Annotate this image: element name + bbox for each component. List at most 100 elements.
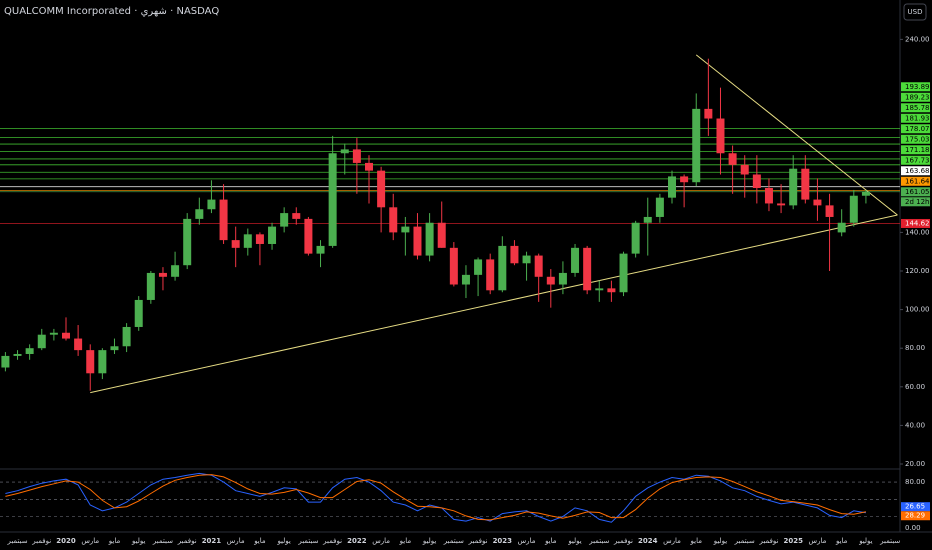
y-tick-label: 60.00 — [905, 383, 925, 391]
candle-body — [498, 245, 507, 291]
candle-body — [704, 108, 713, 119]
y-tick-label: 120.00 — [905, 267, 930, 275]
candle-body — [849, 195, 858, 223]
candle-body — [607, 288, 616, 293]
candle-body — [837, 222, 846, 233]
oscillator-value-label: 28.29 — [905, 512, 925, 520]
candle-body — [401, 226, 410, 233]
x-tick-label: سبتمبر — [152, 537, 173, 545]
candle-body — [789, 168, 798, 206]
x-tick-label: 2024 — [638, 537, 658, 545]
x-tick-label: مايو — [544, 537, 557, 545]
x-tick-label: سبتمبر — [6, 537, 27, 545]
x-tick-label: مارس — [81, 537, 99, 545]
candle-body — [134, 299, 143, 327]
candle-body — [340, 149, 349, 154]
candle-body — [122, 326, 131, 347]
candle-body — [752, 174, 761, 189]
candle-body — [98, 350, 107, 374]
candle-body — [655, 197, 664, 217]
candle-body — [292, 213, 301, 219]
level-label: 144.62 — [905, 219, 930, 227]
level-label: 185.78 — [905, 104, 930, 112]
candle-body — [474, 259, 483, 275]
level-label-box — [901, 145, 930, 155]
candle-body — [304, 218, 313, 254]
candle-body — [86, 350, 95, 374]
candle-body — [219, 199, 228, 241]
candle-body — [62, 332, 70, 339]
candle-body — [328, 153, 337, 246]
currency[interactable]: USD — [908, 8, 923, 16]
candle-body — [668, 176, 676, 198]
x-tick-label: مارس — [372, 537, 390, 545]
level-label-box — [901, 187, 930, 197]
x-tick-label: مارس — [663, 537, 681, 545]
candle-body — [158, 272, 167, 277]
candle-body — [146, 272, 155, 300]
level-label-box — [901, 134, 930, 144]
x-tick-label: سبتمبر — [588, 537, 609, 545]
oscillator-line — [5, 472, 866, 523]
candle-body — [571, 247, 580, 273]
level-label: 167.73 — [905, 156, 930, 164]
candle-body — [13, 353, 22, 356]
level-label: 181.93 — [905, 114, 930, 122]
x-tick-label: يوليو — [858, 537, 872, 545]
candle-body — [1, 355, 10, 368]
candle-body — [813, 199, 822, 206]
y-tick-label: 20.00 — [905, 460, 925, 468]
trend-line — [90, 214, 898, 394]
x-tick-label: يوليو — [422, 537, 436, 545]
candle-body — [37, 334, 46, 349]
candle-body — [692, 108, 701, 183]
candle-body — [255, 234, 264, 244]
candle-body — [777, 203, 786, 206]
level-label: 161.05 — [905, 188, 930, 196]
x-tick-label: يوليو — [567, 537, 581, 545]
x-tick-label: نوفمبر — [613, 537, 633, 545]
x-tick-label: 2025 — [783, 537, 803, 545]
trend-line — [695, 54, 898, 216]
candle-body — [801, 168, 810, 200]
candle-body — [861, 191, 870, 196]
level-label-box — [901, 166, 930, 176]
candle-body — [764, 188, 773, 204]
oscillator-tick-label: 80.00 — [905, 478, 925, 486]
candle-body — [183, 218, 192, 266]
x-tick-label: مايو — [399, 537, 412, 545]
candle-body — [486, 259, 495, 291]
oscillator-value-label: 26.65 — [905, 503, 925, 511]
countdown-box — [901, 197, 930, 207]
candle-body — [825, 205, 834, 217]
x-tick-label: مايو — [108, 537, 121, 545]
candle-body — [728, 153, 737, 165]
candle-body — [171, 265, 180, 277]
x-tick-label: سبتمبر — [734, 537, 755, 545]
x-tick-label: مايو — [835, 537, 848, 545]
candle-body — [207, 199, 216, 210]
oscillator-line — [5, 474, 867, 521]
currency-button[interactable] — [903, 3, 927, 21]
x-tick-label: مايو — [253, 537, 266, 545]
candle-body — [583, 247, 592, 291]
chart-title: QUALCOMM Incorporated · شهري · NASDAQ — [4, 6, 219, 17]
x-tick-label: سبتمبر — [879, 537, 900, 545]
level-label-box — [901, 155, 930, 165]
candle-body — [280, 213, 289, 227]
x-tick-label: نوفمبر — [177, 537, 197, 545]
candle-body — [74, 338, 83, 351]
x-tick-label: 2022 — [347, 537, 367, 545]
level-label-box — [901, 92, 930, 102]
level-label: 175.03 — [905, 135, 930, 143]
candle-body — [716, 118, 725, 154]
candle-body — [680, 176, 689, 183]
y-tick-label: 100.00 — [905, 306, 930, 314]
x-tick-label: مايو — [690, 537, 703, 545]
candle-body — [510, 245, 519, 264]
x-tick-label: يوليو — [131, 537, 145, 545]
level-label: 189.23 — [905, 93, 930, 101]
x-tick-label: نوفمبر — [468, 537, 488, 545]
candle-body — [619, 253, 628, 293]
